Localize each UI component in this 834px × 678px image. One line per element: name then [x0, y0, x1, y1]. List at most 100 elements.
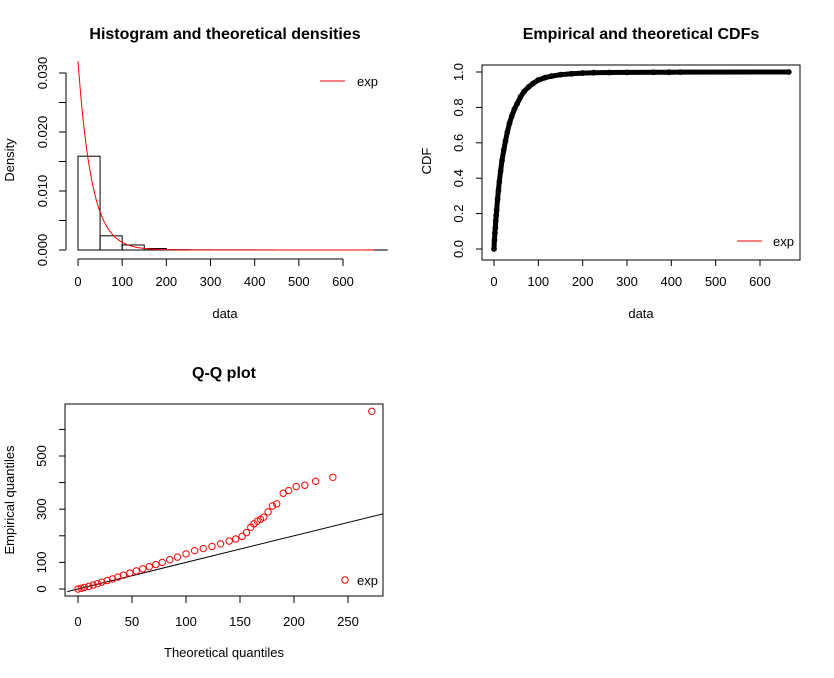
cdf-x-tick-label: 600: [749, 274, 771, 289]
cdf-empirical-point: [517, 93, 524, 100]
cdf-empirical-tail: [582, 71, 789, 74]
cdf-empirical-point: [542, 74, 548, 81]
cdf-empirical-point: [492, 224, 499, 231]
cdf-x-tick-label: 100: [527, 274, 549, 289]
qq-y-tick-label: 300: [34, 498, 49, 520]
cdf-empirical-point: [495, 187, 502, 194]
qq-point: [368, 407, 376, 416]
qq-point: [126, 569, 134, 577]
cdf-empirical-point: [508, 113, 515, 120]
histogram-xlabel: data: [212, 306, 238, 321]
qq-point: [264, 508, 272, 516]
histogram-x-tick-label: 400: [244, 274, 266, 289]
qq-x-tick-label: 100: [175, 614, 197, 629]
cdf-empirical-point: [500, 146, 507, 153]
qq-point: [268, 502, 277, 510]
qq-reference-line: [67, 513, 383, 593]
qq-point: [85, 582, 93, 591]
qq-point: [329, 473, 337, 481]
qq-panel: Q-Q plot Theoretical quantiles Empirical…: [2, 365, 384, 660]
histogram-legend-label: exp: [357, 74, 378, 89]
qq-point: [292, 482, 300, 491]
histogram-x-tick-label: 600: [332, 274, 354, 289]
qq-point: [182, 550, 190, 558]
histogram-x-tick-label: 100: [111, 274, 133, 289]
cdf-y-tick-label: 0.0: [451, 240, 466, 258]
cdf-empirical-point: [568, 70, 575, 77]
qq-point: [199, 544, 207, 553]
qq-point: [311, 477, 320, 485]
cdf-empirical-point: [557, 71, 564, 78]
cdf-y-tick-label: 0.2: [451, 205, 466, 223]
cdf-empirical-point: [502, 138, 509, 144]
cdf-empirical-point: [494, 196, 501, 203]
qq-point: [103, 576, 111, 585]
histogram-panel: Histogram and theoretical densities data…: [2, 26, 388, 321]
cdf-empirical-point: [511, 106, 518, 113]
qq-ylabel: Empirical quantiles: [2, 445, 17, 555]
cdf-x-tick-label: 200: [572, 274, 594, 289]
qq-point: [132, 567, 141, 575]
qq-point: [225, 537, 233, 545]
cdf-y-tick-label: 0.4: [451, 169, 466, 187]
histogram-x-tick-label: 200: [155, 274, 177, 289]
qq-point: [119, 571, 128, 579]
cdf-panel: Empirical and theoretical CDFs data CDF …: [419, 26, 801, 321]
cdf-title: Empirical and theoretical CDFs: [523, 26, 760, 43]
cdf-empirical-point: [497, 168, 504, 175]
qq-x-tick-label: 250: [337, 614, 359, 629]
histogram-y-tick-label: 0.030: [35, 57, 50, 90]
cdf-x-tick-label: 400: [660, 274, 682, 289]
qq-point: [93, 579, 102, 588]
qq-point: [80, 583, 89, 592]
histogram-y-tick-label: 0.010: [35, 175, 50, 208]
cdf-empirical-point: [506, 120, 513, 127]
histogram-y-tick-label: 0.020: [35, 116, 50, 149]
cdf-plot-frame: [481, 64, 801, 261]
cdf-x-tick-label: 0: [490, 274, 497, 289]
qq-x-tick-label: 0: [74, 614, 81, 629]
qq-legend-label: exp: [357, 573, 378, 588]
cdf-empirical-point: [491, 237, 498, 244]
cdf-y-tick-label: 0.8: [451, 98, 466, 116]
qq-point: [173, 553, 182, 561]
qq-point: [260, 513, 268, 521]
qq-x-tick-label: 200: [283, 614, 305, 629]
histogram-x-tick-label: 300: [200, 274, 222, 289]
qq-point: [284, 486, 293, 495]
qq-plot-frame: [64, 403, 384, 597]
cdf-y-tick-label: 1.0: [451, 63, 466, 81]
qq-title: Q-Q plot: [192, 365, 257, 382]
qq-xlabel: Theoretical quantiles: [164, 645, 284, 660]
cdf-empirical-point: [496, 178, 503, 185]
cdf-empirical-point: [493, 212, 500, 219]
qq-point: [242, 528, 251, 537]
qq-y-tick-label: 0: [34, 585, 49, 592]
qq-point: [238, 532, 246, 541]
cdf-empirical-point: [492, 217, 499, 224]
cdf-empirical-point: [504, 129, 511, 136]
qq-point: [190, 546, 199, 555]
cdf-empirical-point: [491, 230, 498, 236]
cdf-y-tick-label: 0.6: [451, 134, 466, 152]
cdf-empirical-point: [530, 80, 536, 87]
qq-point: [273, 500, 281, 508]
cdf-theoretical-curve: [493, 71, 790, 250]
cdf-legend-label: exp: [773, 234, 794, 249]
qq-point: [166, 556, 174, 564]
histogram-title: Histogram and theoretical densities: [89, 26, 360, 43]
qq-point: [77, 584, 85, 592]
cdf-ylabel: CDF: [419, 148, 434, 175]
cdf-empirical-curve: [491, 69, 792, 252]
histogram-x-tick-label: 0: [74, 274, 81, 289]
histogram-y-tick-label: 0.000: [35, 234, 50, 267]
cdf-empirical-point: [514, 100, 520, 107]
cdf-xlabel: data: [628, 306, 654, 321]
cdf-empirical-point: [493, 207, 500, 213]
histogram-bar-3: [121, 244, 145, 251]
histogram-x-tick-label: 500: [288, 274, 310, 289]
qq-point: [98, 578, 106, 586]
qq-y-tick-label: 100: [34, 552, 49, 574]
qq-point: [158, 558, 166, 567]
